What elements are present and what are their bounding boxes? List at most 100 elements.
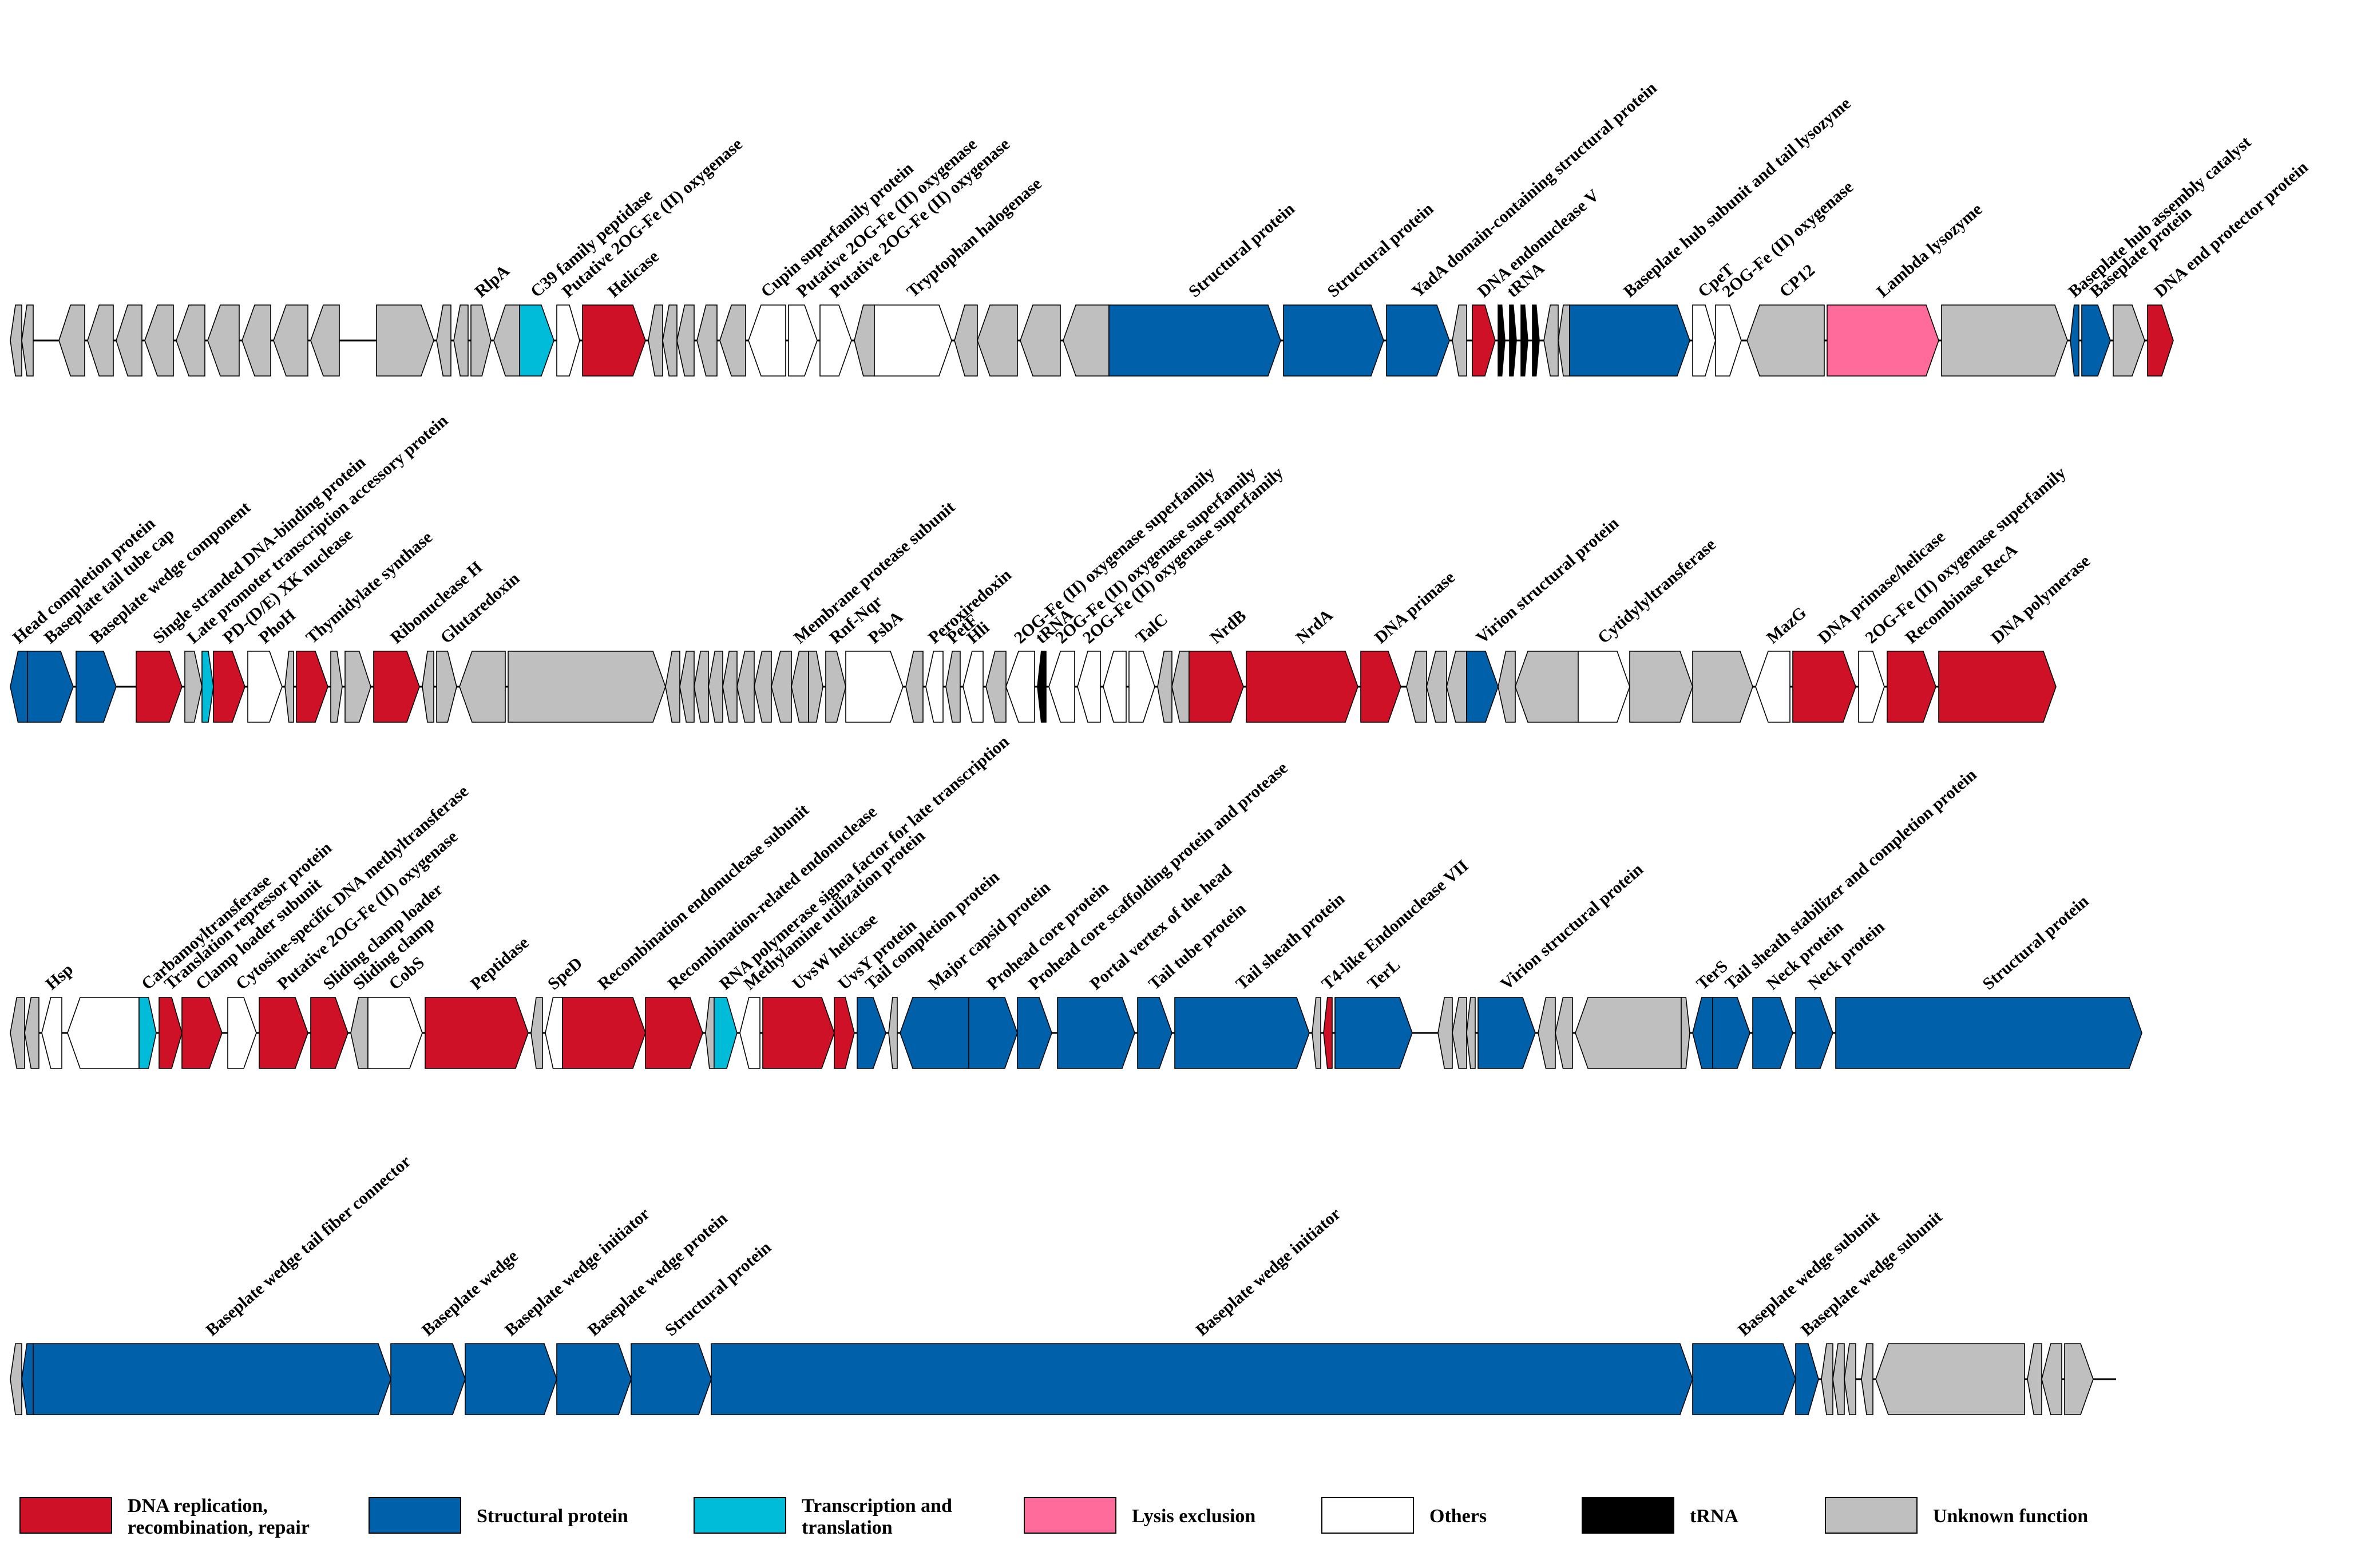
gene-structural[interactable] <box>1386 304 1450 377</box>
gene-unknown[interactable] <box>696 304 718 377</box>
gene-transcription[interactable] <box>138 997 157 1069</box>
gene-structural[interactable] <box>1569 304 1690 377</box>
gene-unknown[interactable] <box>1681 997 1690 1069</box>
gene-structural[interactable] <box>33 1343 391 1415</box>
gene-unknown[interactable] <box>2027 1343 2042 1415</box>
gene-unknown[interactable] <box>10 304 22 377</box>
gene-unknown[interactable] <box>330 651 343 723</box>
gene-transcription[interactable] <box>714 997 738 1069</box>
gene-unknown[interactable] <box>207 304 240 377</box>
gene-dna[interactable] <box>296 651 328 723</box>
gene-others[interactable] <box>1578 651 1630 723</box>
gene-unknown[interactable] <box>945 651 961 723</box>
gene-unknown[interactable] <box>284 651 294 723</box>
gene-unknown[interactable] <box>1063 304 1110 377</box>
gene-transcription[interactable] <box>201 651 214 723</box>
gene-others[interactable] <box>925 651 944 723</box>
gene-dna[interactable] <box>425 997 529 1069</box>
gene-others[interactable] <box>556 304 580 377</box>
gene-unknown[interactable] <box>854 304 875 377</box>
gene-lysis[interactable] <box>1827 304 1939 377</box>
gene-unknown[interactable] <box>1575 997 1682 1069</box>
gene-trna[interactable] <box>1532 304 1540 377</box>
gene-others[interactable] <box>227 997 257 1069</box>
gene-others[interactable] <box>1692 304 1716 377</box>
gene-unknown[interactable] <box>1629 651 1693 723</box>
gene-others[interactable] <box>67 997 140 1069</box>
gene-unknown[interactable] <box>1406 651 1427 723</box>
gene-others[interactable] <box>739 997 760 1069</box>
gene-unknown[interactable] <box>665 651 680 723</box>
gene-structural[interactable] <box>1477 997 1536 1069</box>
gene-structural[interactable] <box>2070 304 2079 377</box>
gene-unknown[interactable] <box>1844 1343 1856 1415</box>
gene-dna[interactable] <box>834 997 855 1069</box>
gene-unknown[interactable] <box>1426 651 1447 723</box>
gene-structural[interactable] <box>465 1343 557 1415</box>
gene-unknown[interactable] <box>310 304 340 377</box>
gene-others[interactable] <box>1755 651 1790 723</box>
gene-unknown[interactable] <box>1538 997 1556 1069</box>
gene-unknown[interactable] <box>1558 304 1570 377</box>
gene-others[interactable] <box>41 997 62 1069</box>
gene-dna[interactable] <box>1887 651 1936 723</box>
gene-trna[interactable] <box>1509 304 1517 377</box>
gene-others[interactable] <box>962 651 984 723</box>
gene-structural[interactable] <box>27 651 74 723</box>
gene-others[interactable] <box>1103 651 1127 723</box>
gene-unknown[interactable] <box>1171 651 1190 723</box>
gene-dna[interactable] <box>2147 304 2174 377</box>
gene-unknown[interactable] <box>2041 1343 2062 1415</box>
gene-unknown[interactable] <box>905 651 924 723</box>
gene-dna[interactable] <box>1189 651 1244 723</box>
gene-others[interactable] <box>247 651 283 723</box>
gene-unknown[interactable] <box>470 304 492 377</box>
gene-unknown[interactable] <box>1312 997 1321 1069</box>
gene-unknown[interactable] <box>791 651 809 723</box>
gene-unknown[interactable] <box>977 304 1018 377</box>
gene-unknown[interactable] <box>722 651 738 723</box>
gene-unknown[interactable] <box>2064 1343 2094 1415</box>
gene-unknown[interactable] <box>825 651 846 723</box>
gene-structural[interactable] <box>21 1343 34 1415</box>
gene-unknown[interactable] <box>436 651 457 723</box>
gene-others[interactable] <box>1715 304 1742 377</box>
gene-others[interactable] <box>367 997 423 1069</box>
gene-unknown[interactable] <box>176 304 205 377</box>
gene-unknown[interactable] <box>694 651 709 723</box>
gene-structural[interactable] <box>2081 304 2111 377</box>
gene-unknown[interactable] <box>436 304 451 377</box>
gene-structural[interactable] <box>10 651 28 723</box>
gene-unknown[interactable] <box>662 304 678 377</box>
gene-unknown[interactable] <box>350 997 369 1069</box>
gene-dna[interactable] <box>1246 651 1358 723</box>
gene-unknown[interactable] <box>10 997 25 1069</box>
gene-unknown[interactable] <box>1020 304 1061 377</box>
gene-unknown[interactable] <box>1466 997 1476 1069</box>
gene-dna[interactable] <box>1792 651 1856 723</box>
gene-unknown[interactable] <box>985 651 1007 723</box>
gene-structural[interactable] <box>1692 1343 1796 1415</box>
gene-unknown[interactable] <box>10 1343 22 1415</box>
gene-unknown[interactable] <box>116 304 142 377</box>
gene-others[interactable] <box>874 304 952 377</box>
gene-structural[interactable] <box>1057 997 1135 1069</box>
gene-transcription[interactable] <box>519 304 554 377</box>
gene-dna[interactable] <box>1323 997 1333 1069</box>
gene-unknown[interactable] <box>184 651 203 723</box>
gene-unknown[interactable] <box>241 304 271 377</box>
gene-unknown[interactable] <box>1498 651 1516 723</box>
gene-structural[interactable] <box>76 651 117 723</box>
gene-unknown[interactable] <box>888 997 898 1069</box>
gene-unknown[interactable] <box>679 651 695 723</box>
gene-dna[interactable] <box>159 997 183 1069</box>
gene-unknown[interactable] <box>344 651 371 723</box>
gene-unknown[interactable] <box>708 651 723 723</box>
gene-unknown[interactable] <box>87 304 114 377</box>
gene-dna[interactable] <box>1938 651 2057 723</box>
gene-structural[interactable] <box>1752 997 1793 1069</box>
gene-unknown[interactable] <box>1543 304 1559 377</box>
gene-structural[interactable] <box>1712 997 1750 1069</box>
gene-unknown[interactable] <box>530 997 543 1069</box>
gene-others[interactable] <box>1005 651 1035 723</box>
